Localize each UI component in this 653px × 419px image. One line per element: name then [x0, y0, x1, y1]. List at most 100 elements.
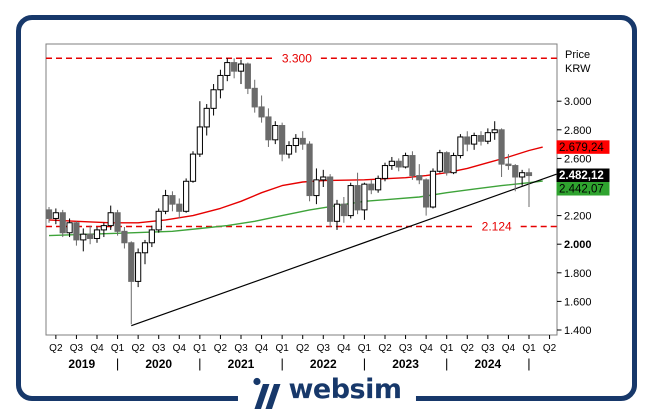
- candle-body: [443, 152, 450, 174]
- y-axis: 3.0002.8002.6002.4002.2002.0001.8001.600…: [557, 96, 592, 337]
- quarter-label: Q1: [111, 343, 125, 354]
- guide-line-label: 3.300: [282, 51, 312, 65]
- guide-line-label: 2.124: [482, 219, 512, 233]
- last-price-label-text: 2.482,12: [559, 170, 604, 182]
- candle-body: [52, 212, 59, 219]
- quarter-label: Q3: [317, 343, 331, 354]
- year-label: 2019: [68, 357, 95, 371]
- y-tick-label: 2.800: [564, 125, 592, 137]
- candle-body: [299, 137, 306, 145]
- candle-body: [491, 129, 498, 134]
- candle-body: [306, 143, 313, 197]
- candle-body: [498, 129, 505, 165]
- candle-body: [354, 185, 361, 211]
- candle-body: [189, 153, 197, 182]
- candle-body: [484, 132, 491, 142]
- quarter-label: Q4: [419, 343, 433, 354]
- candle-body: [327, 176, 334, 222]
- candle-body: [217, 74, 224, 91]
- candle-body: [100, 225, 107, 231]
- candle-body: [429, 170, 437, 208]
- quarter-label: Q2: [296, 343, 310, 354]
- quarter-label: Q2: [461, 343, 475, 354]
- quarter-label: Q3: [152, 343, 166, 354]
- candle-body: [272, 125, 279, 141]
- quarter-label: Q2: [131, 343, 145, 354]
- candle-body: [477, 135, 485, 142]
- candle-body: [450, 155, 457, 174]
- year-separator: |: [116, 356, 119, 371]
- year-label: 2020: [145, 357, 172, 371]
- y-tick-label: 1.800: [564, 268, 592, 280]
- candle-body: [395, 160, 402, 168]
- candle-body: [45, 209, 53, 219]
- candle-body: [169, 195, 176, 205]
- candle-body: [176, 203, 183, 212]
- candle-body: [141, 242, 149, 254]
- candle-body: [237, 63, 245, 72]
- candle-body: [409, 155, 416, 177]
- y-axis-title-line1: Price: [565, 49, 591, 61]
- candle-body: [148, 229, 155, 244]
- candle-body: [375, 177, 382, 191]
- candle-body: [183, 180, 190, 212]
- candle-body: [471, 135, 478, 145]
- candle-body: [402, 155, 409, 168]
- y-tick-label: 2.600: [564, 153, 592, 165]
- candle-body: [162, 195, 169, 212]
- candle-body: [203, 107, 210, 128]
- quarter-label: Q4: [255, 343, 269, 354]
- quarter-label: Q4: [173, 343, 187, 354]
- quarter-label: Q4: [337, 343, 351, 354]
- quarter-label: Q3: [399, 343, 413, 354]
- year-label: 2023: [392, 357, 419, 371]
- candle-body: [464, 136, 471, 145]
- candle-body: [114, 212, 121, 232]
- candle-body: [196, 126, 203, 155]
- candle-body: [93, 229, 101, 239]
- quarter-label: Q2: [543, 343, 557, 354]
- candle-body: [320, 176, 327, 181]
- quarter-label: Q1: [440, 343, 454, 354]
- year-separator: |: [527, 356, 530, 371]
- candle-body: [107, 212, 114, 227]
- candle-body: [512, 165, 519, 178]
- ma-green-price-label: [556, 182, 610, 196]
- year-separator: |: [280, 356, 283, 371]
- candle-body: [525, 172, 533, 177]
- y-tick-label: 2.000: [564, 239, 592, 251]
- candle-body: [416, 175, 423, 181]
- y-tick-label: 1.600: [564, 296, 592, 308]
- candle-body: [155, 210, 162, 231]
- x-axis: Q2 Q3 Q4 Q1 Q2 Q3 Q4 Q1 Q2 Q3 Q4 Q1 Q2 Q3 Q4 Q1 Q2 Q3 Q4 Q1…: [49, 335, 557, 371]
- candle-body: [87, 233, 94, 239]
- candle-body: [210, 89, 217, 109]
- ma-red-price-label: [556, 140, 610, 154]
- candle-body: [368, 183, 375, 191]
- plot-area: [45, 43, 558, 336]
- candle-body: [244, 63, 251, 89]
- price-labels: 2.679,24 2.482,12 2.442,07: [556, 140, 610, 196]
- candle-body: [73, 222, 80, 241]
- websim-icon: [252, 377, 280, 409]
- year-label: 2021: [228, 357, 255, 371]
- candle-body: [333, 203, 341, 222]
- candle-body: [265, 116, 272, 141]
- candle-body: [80, 233, 87, 241]
- year-separator: |: [198, 356, 201, 371]
- quarter-label: Q4: [502, 343, 516, 354]
- y-axis-title-line2: KRW: [565, 63, 591, 75]
- candle-body: [423, 179, 430, 208]
- candle-body: [519, 172, 526, 178]
- quarter-label: Q3: [481, 343, 495, 354]
- quarter-label: Q1: [522, 343, 536, 354]
- quarter-label: Q4: [90, 343, 104, 354]
- year-separator: |: [363, 356, 366, 371]
- year-label: 2022: [310, 357, 337, 371]
- y-axis-title: Price KRW: [565, 48, 590, 76]
- quarter-label: Q2: [214, 343, 228, 354]
- websim-logo-text: websim: [288, 374, 402, 405]
- ma-green-price-label-text: 2.442,07: [559, 184, 604, 196]
- candle-body: [59, 212, 66, 234]
